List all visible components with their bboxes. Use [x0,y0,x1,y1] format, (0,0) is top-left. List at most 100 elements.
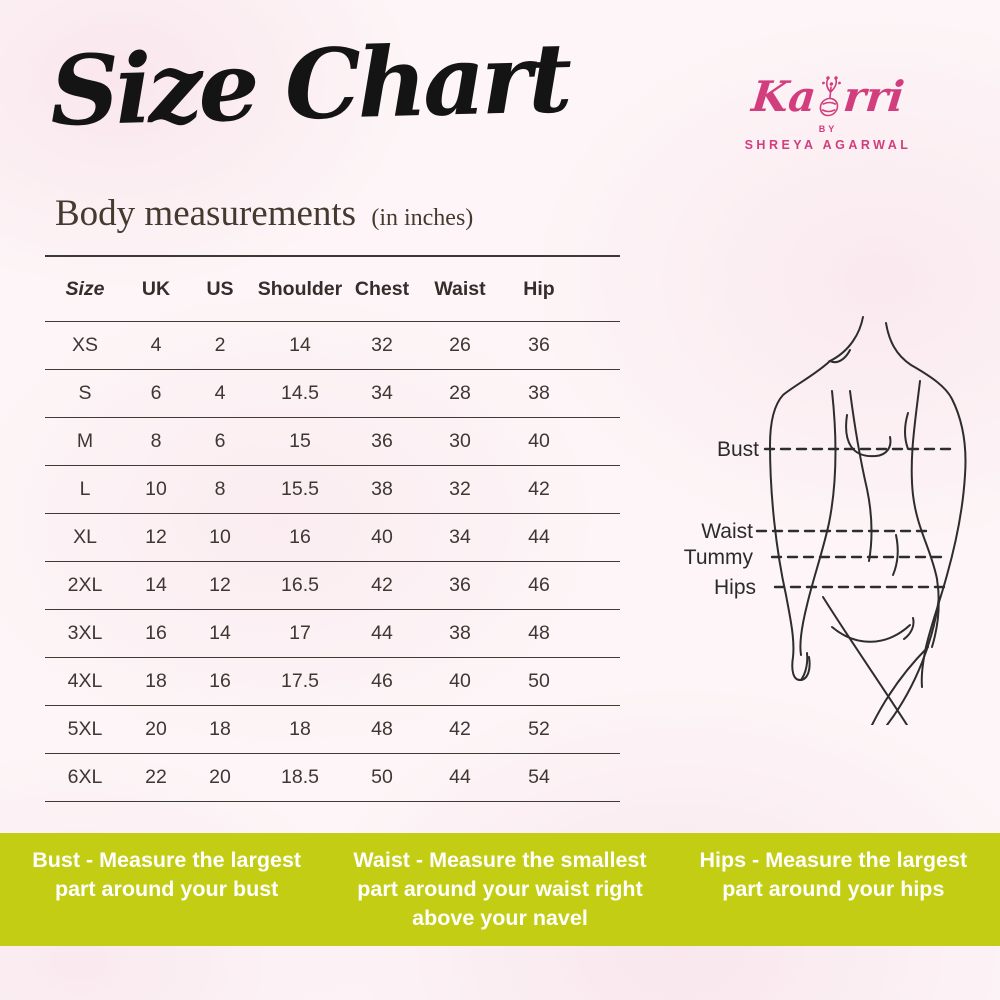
table-cell: 40 [449,670,471,692]
subtitle-unit-note: (in inches) [371,205,474,231]
logo-designer-name: SHREYA AGARWAL [744,138,912,152]
brand-logo: Ka rri BY SHREYA AGARWAL [731,72,926,152]
table-cell: 48 [528,622,550,644]
figure-left-leg-line [822,596,908,725]
table-cell: 36 [528,334,550,356]
table-cell: 15 [289,430,311,452]
table-cell: 14 [289,334,311,356]
table-cell: 20 [145,718,167,740]
table-cell: 18 [209,718,231,740]
waist-guide-description: Measure the smallest part around your wa… [357,848,647,930]
table-cell: 34 [371,382,393,404]
table-row: 6XL 22 20 18.5 50 44 54 [45,754,620,802]
table-row: M 8 6 15 36 30 40 [45,418,620,466]
brand-text-left: Ka [749,72,819,121]
size-table-header-row: Size UK US Shoulder Chest Waist Hip [45,257,620,322]
table-cell: 14 [145,574,167,596]
table-cell: 48 [371,718,393,740]
table-cell: 2 [214,334,226,356]
hips-guide-description: Measure the largest part around your hip… [722,848,968,901]
table-cell: 3XL [67,622,103,644]
size-table: Size UK US Shoulder Chest Waist Hip XS 4 2 14 32 26… [45,255,620,802]
page-title: Size Chart [48,21,570,148]
table-cell: 32 [449,478,471,500]
figure-hip-tick [903,617,915,640]
table-cell: 42 [371,574,393,596]
waist-guide: Waist - Measure the smallest part around… [333,846,666,933]
table-cell: XL [73,526,97,548]
figure-torso-right-line [910,380,940,648]
table-row: XS 4 2 14 32 26 36 [45,322,620,370]
table-cell: 54 [528,766,550,788]
table-cell: L [79,478,91,500]
size-table-body: XS 4 2 14 32 26 36 S 6 4 14.5 34 28 38 M 8 6 15 36 30 40 L 10 8… [45,322,620,802]
subtitle-text: Body measurements [55,193,357,234]
table-cell: 30 [449,430,471,452]
table-cell: 4XL [67,670,103,692]
table-cell: M [76,430,94,452]
table-cell: 42 [528,478,550,500]
table-cell: 36 [449,574,471,596]
hips-guide: Hips - Measure the largest part around y… [667,846,1000,904]
table-cell: 44 [371,622,393,644]
table-cell: 32 [371,334,393,356]
column-header-shoulder: Shoulder [257,277,343,300]
table-cell: 14.5 [281,382,319,404]
column-header-waist: Waist [434,277,486,300]
table-cell: 16 [209,670,231,692]
table-cell: 40 [528,430,550,452]
brand-wordmark: Ka rri [731,72,926,121]
bust-guide-description: Measure the largest part around your bus… [54,848,302,901]
table-cell: 4 [214,382,226,404]
table-cell: 36 [371,430,393,452]
table-cell: 12 [209,574,231,596]
table-row: 4XL 18 16 17.5 46 40 50 [45,658,620,706]
hips-guide-term: Hips - [699,848,760,872]
figure-hand-line [800,652,809,681]
figure-inner-leg-line [871,646,929,725]
table-cell: 50 [528,670,550,692]
table-cell: 16 [289,526,311,548]
table-cell: 18 [145,670,167,692]
brand-text-right: rri [841,72,907,121]
table-cell: 38 [528,382,550,404]
figure-side-curve [904,412,909,450]
table-cell: 34 [449,526,471,548]
table-cell: 6 [214,430,226,452]
measurement-guide-banner: Bust - Measure the largest part around y… [0,833,1000,946]
table-cell: 10 [209,526,231,548]
table-cell: 52 [528,718,550,740]
table-cell: 10 [145,478,167,500]
table-cell: 5XL [67,718,103,740]
waist-guide-term: Waist - [353,848,424,872]
table-cell: 17.5 [281,670,319,692]
table-cell: 6XL [67,766,103,788]
figure-left-arm-line [768,360,831,682]
table-cell: XS [71,334,98,356]
table-cell: 20 [209,766,231,788]
figure-bust-curve [845,414,892,458]
body-figure-illustration: Bust Waist Tummy Hips [684,316,967,725]
logo-by-label: BY [818,124,838,134]
figure-navel-line [892,534,899,576]
table-cell: 14 [209,622,231,644]
table-row: 3XL 16 14 17 44 38 48 [45,610,620,658]
table-cell: 38 [371,478,393,500]
bust-label: Bust [717,438,759,461]
column-header-chest: Chest [354,277,410,300]
figure-right-arm-line [885,322,967,688]
bust-guide: Bust - Measure the largest part around y… [0,846,333,904]
table-cell: 28 [449,382,471,404]
waist-label: Waist [701,520,753,543]
figure-torso-left-line [849,390,873,562]
table-cell: 4 [150,334,162,356]
table-cell: 2XL [67,574,103,596]
table-cell: 16 [145,622,167,644]
table-cell: 44 [449,766,471,788]
table-row: 2XL 14 12 16.5 42 36 46 [45,562,620,610]
table-cell: 22 [145,766,167,788]
figure-hip-curve [831,624,911,643]
table-cell: 17 [289,622,311,644]
table-cell: 46 [371,670,393,692]
